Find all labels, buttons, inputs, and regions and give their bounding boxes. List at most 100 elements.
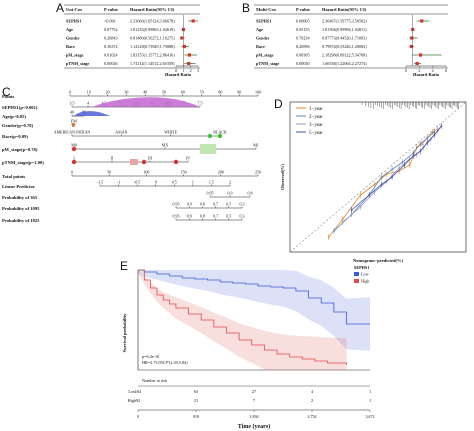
- nomogram-row-label: pTNM_stage(p=1.00): [2, 160, 44, 165]
- calibration-point: [403, 164, 406, 166]
- forest-hr-point: [182, 44, 186, 49]
- nomogram-tick-label: -1.5: [97, 180, 103, 185]
- forest-row-pvalue: 0.16372: [104, 44, 118, 49]
- km-confidence-band: [138, 270, 347, 370]
- nomogram-labels: Points SEPHS1(p<0.001) Age(p=0.05) Gender(p…: [2, 94, 44, 223]
- nomogram-tick-label: 40: [70, 110, 74, 115]
- calibration-point: [327, 236, 330, 238]
- risk-count: 2: [311, 398, 313, 403]
- nomogram-tick-label: 0.9: [187, 214, 192, 219]
- calibration-point: [391, 176, 393, 178]
- forest-row-name: Age: [66, 27, 73, 32]
- race-point: [217, 133, 223, 139]
- age-density: [74, 111, 110, 116]
- nomogram-tick-label: MX: [162, 143, 169, 148]
- risk-count: 27: [252, 389, 256, 394]
- nomogram-row-label: Points: [2, 94, 14, 99]
- km-plot: [137, 269, 370, 371]
- nomogram-scales: 01020304050607080901003.544.555.566.577.…: [54, 90, 261, 221]
- forest-row-name: SEPHS1: [66, 19, 81, 24]
- nomogram-tick-label: 4.5: [102, 101, 107, 106]
- calibration-point: [391, 168, 393, 171]
- panel-a-label: A: [56, 1, 64, 15]
- nomogram-row-label: Total points: [2, 174, 25, 179]
- risk-count: 1: [369, 389, 371, 394]
- calibration-point: [412, 155, 415, 157]
- nomogram-tick-label: II: [111, 156, 114, 161]
- forest-hr-point: [187, 53, 192, 57]
- forest-tick-label: 1: [182, 68, 184, 73]
- panel-d-ylabel: Observed(%): [280, 164, 285, 190]
- risk-axis-tick-label: 918: [193, 414, 199, 419]
- calibration-point: [368, 194, 371, 196]
- calibration-series-line: [351, 125, 442, 211]
- calibration-legend: 1−year 2−year 3−year 5−year: [296, 107, 323, 136]
- panel-b: B Multi-Cox P value Hazard Ratio(95% CI)…: [242, 1, 448, 77]
- forest-hr-point: [420, 19, 424, 23]
- forest-row-name: pTNM_stage: [256, 61, 279, 66]
- km-xlabel: Time (years): [238, 423, 270, 430]
- calibration-point: [350, 209, 353, 211]
- forest-row-hr-text: 1.01235(0.99865,1.02619): [130, 27, 175, 33]
- nomogram-tick-label: 0: [69, 90, 71, 95]
- risk-count: 21: [194, 398, 198, 403]
- nomogram-row-label: Probability of 365: [2, 195, 38, 200]
- forest-row-pvalue: 0.00026: [104, 61, 118, 66]
- forest-hr-point: [180, 36, 184, 40]
- stage-point: [141, 159, 147, 165]
- km-confidence-band: [138, 270, 370, 351]
- nomogram-tick-label: 0.9: [187, 202, 192, 207]
- calibration-point: [426, 137, 429, 139]
- km-legend: Low High SEPHS1: [354, 265, 370, 284]
- nomogram-tick-label: F: [71, 119, 74, 124]
- km-survival-curve: [138, 269, 370, 325]
- km-legend-label: Low: [361, 272, 369, 277]
- forest-row-name: SEPHS1: [256, 19, 271, 24]
- nomogram-tick-label: 30: [124, 90, 128, 95]
- nomogram-tick-label: 200: [218, 170, 224, 175]
- ideal-line: [289, 101, 467, 253]
- stage-point: [173, 159, 179, 165]
- risk-axis-tick-label: 1,836: [250, 414, 259, 420]
- km-legend-swatch: [354, 279, 359, 283]
- forest-tick-label: 3: [197, 68, 199, 73]
- forest-tick-label: 6: [445, 68, 447, 73]
- panel-b-header-1: Multi-Cox: [256, 7, 277, 12]
- calibration-point: [359, 206, 362, 208]
- forest-row-name: Gender: [256, 36, 270, 41]
- calibration-point: [341, 221, 344, 223]
- calibration-point: [421, 143, 423, 145]
- nomogram-tick-label: 1: [192, 180, 194, 185]
- nomogram-tick-label: 0.7: [213, 214, 218, 219]
- forest-hr-point: [415, 61, 419, 66]
- forest-row-pvalue: 0.00030: [296, 61, 310, 66]
- nomogram-row-label: pM_stage(p=0.76): [2, 147, 38, 152]
- nomogram-tick-label: 4: [87, 101, 89, 106]
- nomogram-tick-label: 0.8: [200, 214, 205, 219]
- panel-a-header-1: Uni-Cox: [66, 7, 83, 12]
- forest-hr-point: [187, 61, 191, 66]
- km-legend-label: High: [361, 279, 370, 284]
- nomogram-tick-label: 0.8: [200, 202, 205, 207]
- nomogram-tick-label: 70: [200, 90, 204, 95]
- panel-d-label: D: [274, 97, 283, 111]
- forest-row-pvalue: 0.26996: [296, 44, 310, 49]
- calibration-point: [373, 183, 376, 186]
- calibration-point: [401, 161, 404, 163]
- nomogram-tick-label: 100: [255, 90, 261, 95]
- panel-b-label: B: [242, 1, 250, 15]
- nomogram-row-label: Probability of 1825: [2, 218, 40, 223]
- nomogram-tick-label: M1: [253, 143, 259, 148]
- forest-row-pvalue: 0.08305: [296, 53, 310, 58]
- forest-hr-point: [409, 44, 413, 49]
- risk-row-label: Low: [128, 389, 136, 394]
- panel-b-header-2: P value: [296, 7, 310, 12]
- nomogram-tick-label: 0: [71, 170, 73, 175]
- nomogram-tick-label: 80: [218, 90, 222, 95]
- forest-row-pvalue: 0.00005: [296, 19, 310, 24]
- nomogram-tick-label: 0.95: [173, 214, 180, 219]
- forest-row-pvalue: 0.70234: [296, 36, 311, 41]
- risk-axis-tick-label: 2,754: [308, 414, 317, 420]
- nomogram-tick-label: ASIAN: [115, 130, 127, 135]
